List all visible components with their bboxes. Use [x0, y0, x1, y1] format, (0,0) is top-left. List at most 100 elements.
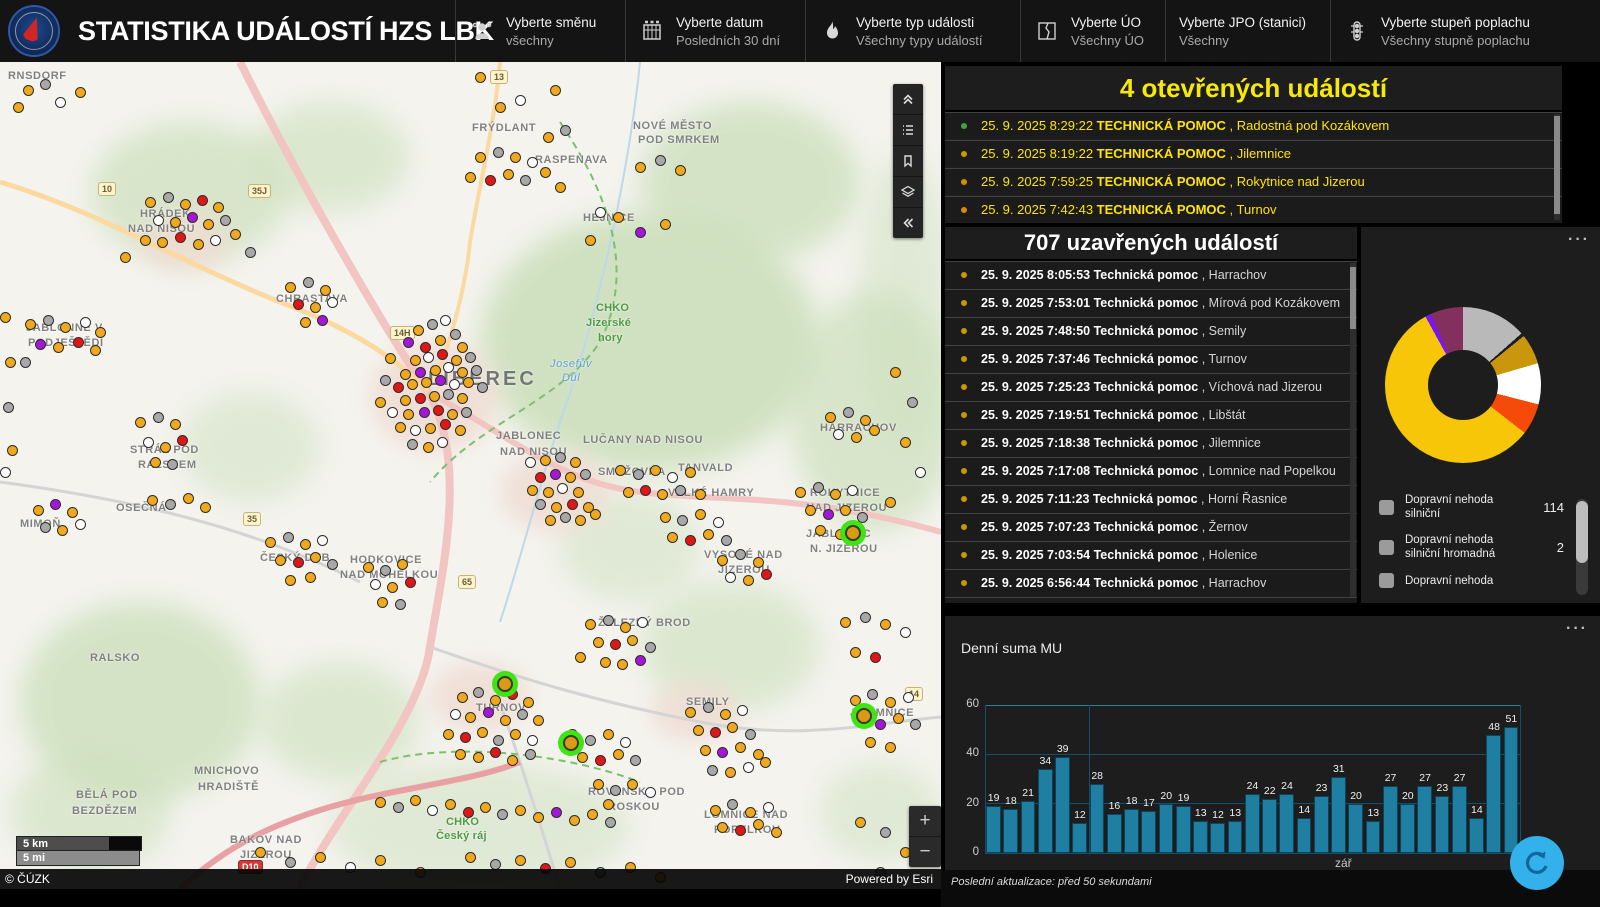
event-dot[interactable] [437, 437, 448, 448]
event-dot[interactable] [569, 815, 580, 826]
event-row[interactable]: 25. 9. 2025 7:48:50 Technická pomoc , Se… [945, 317, 1357, 343]
event-dot[interactable] [633, 469, 644, 480]
event-dot[interactable] [515, 855, 526, 866]
event-dot[interactable] [213, 202, 224, 213]
event-dot[interactable] [693, 725, 704, 736]
bar[interactable] [1210, 823, 1225, 853]
event-row[interactable]: 25. 9. 2025 7:37:46 Technická pomoc , Tu… [945, 345, 1357, 371]
event-dot[interactable] [449, 379, 460, 390]
event-dot[interactable] [13, 102, 24, 113]
event-dot[interactable] [623, 487, 634, 498]
event-dot[interactable] [457, 692, 468, 703]
event-dot[interactable] [43, 315, 54, 326]
event-dot[interactable] [393, 382, 404, 393]
event-dot[interactable] [737, 705, 748, 716]
bar[interactable] [1038, 769, 1053, 853]
event-dot[interactable] [375, 797, 386, 808]
event-dot[interactable] [880, 619, 891, 630]
open-list-scrollbar[interactable] [1554, 114, 1560, 220]
legend-item[interactable]: Dopravní nehoda silniční114 [1379, 493, 1564, 521]
event-dot[interactable] [163, 192, 174, 203]
event-dot[interactable] [403, 409, 414, 420]
event-dot[interactable] [685, 707, 696, 718]
event-dot[interactable] [847, 485, 858, 496]
event-dot[interactable] [300, 539, 311, 550]
event-dot[interactable] [667, 472, 678, 483]
event-row[interactable]: 25. 9. 2025 7:07:23 Technická pomoc , Že… [945, 513, 1357, 539]
event-dot[interactable] [727, 799, 738, 810]
event-dot[interactable] [610, 639, 621, 650]
layers-icon[interactable] [893, 176, 923, 207]
bar[interactable] [1314, 796, 1329, 853]
bar[interactable] [1072, 823, 1087, 853]
event-dot[interactable] [885, 497, 896, 508]
event-dot[interactable] [667, 532, 678, 543]
event-dot[interactable] [419, 407, 430, 418]
event-dot[interactable] [585, 735, 596, 746]
event-dot[interactable] [565, 857, 576, 868]
event-dot[interactable] [220, 215, 231, 226]
event-dot[interactable] [540, 455, 551, 466]
event-dot[interactable] [5, 357, 16, 368]
event-dot[interactable] [7, 445, 18, 456]
event-dot[interactable] [805, 505, 816, 516]
event-dot[interactable] [317, 315, 328, 326]
event-dot[interactable] [465, 172, 476, 183]
event-dot[interactable] [840, 505, 851, 516]
event-dot[interactable] [300, 317, 311, 328]
event-dot[interactable] [20, 357, 31, 368]
event-dot[interactable] [595, 755, 606, 766]
bar[interactable] [1176, 806, 1191, 853]
bar[interactable] [1003, 809, 1018, 853]
event-dot[interactable] [615, 465, 626, 476]
event-dot[interactable] [545, 515, 556, 526]
event-dot[interactable] [167, 459, 178, 470]
event-dot[interactable] [721, 535, 732, 546]
event-dot[interactable] [400, 369, 411, 380]
event-row[interactable]: 25. 9. 2025 7:42:43 TECHNICKÁ POMOC , Tu… [945, 196, 1562, 222]
ellipsis-menu-icon[interactable]: ··· [1568, 233, 1590, 247]
event-dot[interactable] [771, 827, 782, 838]
event-dot[interactable] [73, 337, 84, 348]
event-dot[interactable] [60, 322, 71, 333]
event-dot[interactable] [377, 597, 388, 608]
event-dot[interactable] [90, 345, 101, 356]
event-dot[interactable] [310, 302, 321, 313]
event-dot[interactable] [510, 729, 521, 740]
event-dot[interactable] [695, 509, 706, 520]
event-row[interactable]: 25. 9. 2025 8:05:53 Technická pomoc , Ha… [945, 261, 1357, 287]
event-dot[interactable] [735, 825, 746, 836]
legend-checkbox[interactable] [1379, 500, 1394, 515]
bar[interactable] [1107, 814, 1122, 853]
event-row[interactable]: 25. 9. 2025 7:53:01 Technická pomoc , Mí… [945, 289, 1357, 315]
event-dot[interactable] [53, 342, 64, 353]
event-dot[interactable] [567, 499, 578, 510]
event-dot[interactable] [577, 752, 588, 763]
filter-shift[interactable]: Vyberte směnu všechny [455, 0, 625, 62]
event-dot[interactable] [485, 175, 496, 186]
event-dot[interactable] [520, 175, 531, 186]
event-dot[interactable] [813, 482, 824, 493]
event-dot[interactable] [525, 457, 536, 468]
event-dot[interactable] [473, 687, 484, 698]
event-dot[interactable] [915, 467, 926, 478]
event-dot[interactable] [869, 425, 880, 436]
event-dot[interactable] [743, 575, 754, 586]
event-dot[interactable] [477, 727, 488, 738]
event-dot[interactable] [710, 727, 721, 738]
event-dot[interactable] [535, 472, 546, 483]
event-dot[interactable] [503, 169, 514, 180]
event-dot[interactable] [527, 485, 538, 496]
event-dot[interactable] [380, 565, 391, 576]
event-dot[interactable] [0, 312, 11, 323]
event-dot[interactable] [0, 467, 11, 478]
bar[interactable] [1090, 784, 1105, 853]
event-dot[interactable] [255, 847, 266, 858]
event-row[interactable]: 25. 9. 2025 7:11:23 Technická pomoc , Ho… [945, 485, 1357, 511]
event-dot[interactable] [527, 735, 538, 746]
event-dot[interactable] [575, 515, 586, 526]
event-dot[interactable] [885, 742, 896, 753]
bar[interactable] [1469, 818, 1484, 853]
event-dot[interactable] [187, 212, 198, 223]
event-dot[interactable] [477, 382, 488, 393]
